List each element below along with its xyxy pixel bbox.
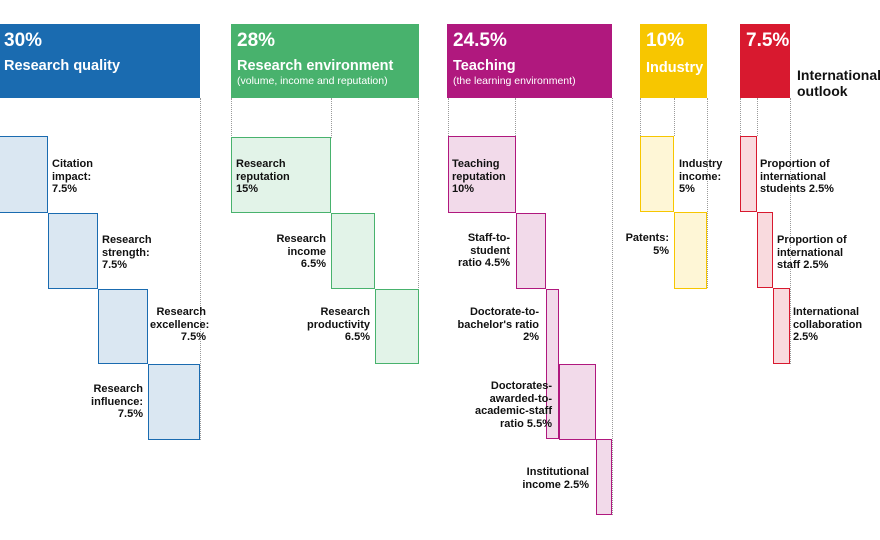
- metric-box-staff-to-student-ratio: [516, 213, 546, 289]
- metric-box-citation-impact: [0, 136, 48, 213]
- metric-label-industry-income: Industry income: 5%: [679, 158, 723, 195]
- guide-line: [790, 98, 791, 364]
- guide-line: [515, 98, 516, 136]
- metric-box-patents: [674, 212, 707, 289]
- guide-line: [448, 98, 449, 136]
- guide-line: [707, 98, 708, 288]
- pillar-header-international-outlook: 7.5%: [740, 24, 790, 98]
- metric-label-doctorate-to-bachelor-ratio: Doctorate-to-bachelor's ratio 2%: [457, 306, 539, 343]
- guide-line: [740, 98, 741, 136]
- metric-label-international-staff: Proportion of international staff 2.5%: [777, 234, 847, 271]
- pillar-percent: 7.5%: [746, 30, 790, 51]
- metric-label-institutional-income: Institutional income 2.5%: [522, 466, 589, 491]
- pillar-percent: 24.5%: [453, 30, 507, 51]
- metric-box-research-income: [331, 213, 375, 289]
- metric-label-citation-impact: Citation impact: 7.5%: [52, 158, 93, 195]
- guide-line: [418, 98, 419, 364]
- guide-line: [674, 98, 675, 136]
- pillar-percent: 30%: [4, 30, 43, 51]
- pillar-percent: 10%: [646, 30, 685, 51]
- metric-label-research-strength: Research strength: 7.5%: [102, 234, 152, 271]
- metric-box-institutional-income: [596, 439, 612, 515]
- guide-line: [757, 98, 758, 136]
- pillar-subtitle: (volume, income and reputation): [237, 75, 388, 87]
- pillar-header-teaching: 24.5% Teaching (the learning environment…: [447, 24, 612, 98]
- guide-line: [200, 98, 201, 440]
- metric-box-international-collaboration: [773, 288, 790, 364]
- metric-box-industry-income: [640, 136, 674, 212]
- metric-box-doctorate-to-bachelor-ratio: [546, 289, 559, 439]
- metric-box-research-strength: [48, 213, 98, 289]
- pillar-subtitle: (the learning environment): [453, 75, 576, 87]
- pillar-name: Research quality: [4, 58, 121, 74]
- metric-box-research-reputation: [231, 137, 331, 213]
- metric-label-international-collaboration: International collaboration 2.5%: [793, 306, 863, 343]
- metric-label-research-influence: Research influence: 7.5%: [91, 383, 143, 420]
- pillar-header-research-quality: 30% Research quality: [0, 24, 200, 98]
- metric-box-teaching-reputation: [448, 136, 516, 213]
- metric-label-patents: Patents: 5%: [625, 232, 669, 257]
- metric-label-staff-to-student-ratio: Staff-to-student ratio 4.5%: [458, 232, 510, 269]
- metric-label-teaching-reputation: Teaching reputation 10%: [452, 158, 506, 195]
- pillar-percent: 28%: [237, 30, 276, 51]
- metric-label-research-excellence: Research excellence: 7.5%: [150, 306, 210, 343]
- metric-label-international-students: Proportion of international students 2.5%: [760, 158, 834, 195]
- metric-box-doctorates-awarded-ratio: [559, 364, 596, 440]
- metric-label-doctorates-awarded-ratio: Doctorates-awarded-to-academic-staff rati…: [474, 380, 552, 430]
- guide-line: [231, 98, 232, 138]
- metric-box-research-influence: [148, 364, 200, 440]
- pillar-name: Teaching: [453, 58, 516, 74]
- guide-line: [612, 98, 613, 515]
- pillar-header-research-environment: 28% Research environment (volume, income…: [231, 24, 419, 98]
- pillar-name-international-outlook: International outlook: [797, 67, 880, 99]
- metric-box-international-students: [740, 136, 757, 212]
- metric-box-research-excellence: [98, 289, 148, 364]
- pillar-name: Research environment: [237, 58, 394, 74]
- pillar-name: Industry: [646, 60, 704, 76]
- guide-line: [331, 98, 332, 138]
- pillar-header-industry: 10% Industry: [640, 24, 707, 98]
- metric-label-research-income: Research income 6.5%: [276, 233, 326, 270]
- metric-label-research-productivity: Research productivity 6.5%: [307, 306, 370, 343]
- metric-box-research-productivity: [375, 289, 419, 364]
- metric-label-research-reputation: Research reputation 15%: [236, 158, 290, 195]
- metric-box-international-staff: [757, 212, 773, 288]
- guide-line: [640, 98, 641, 136]
